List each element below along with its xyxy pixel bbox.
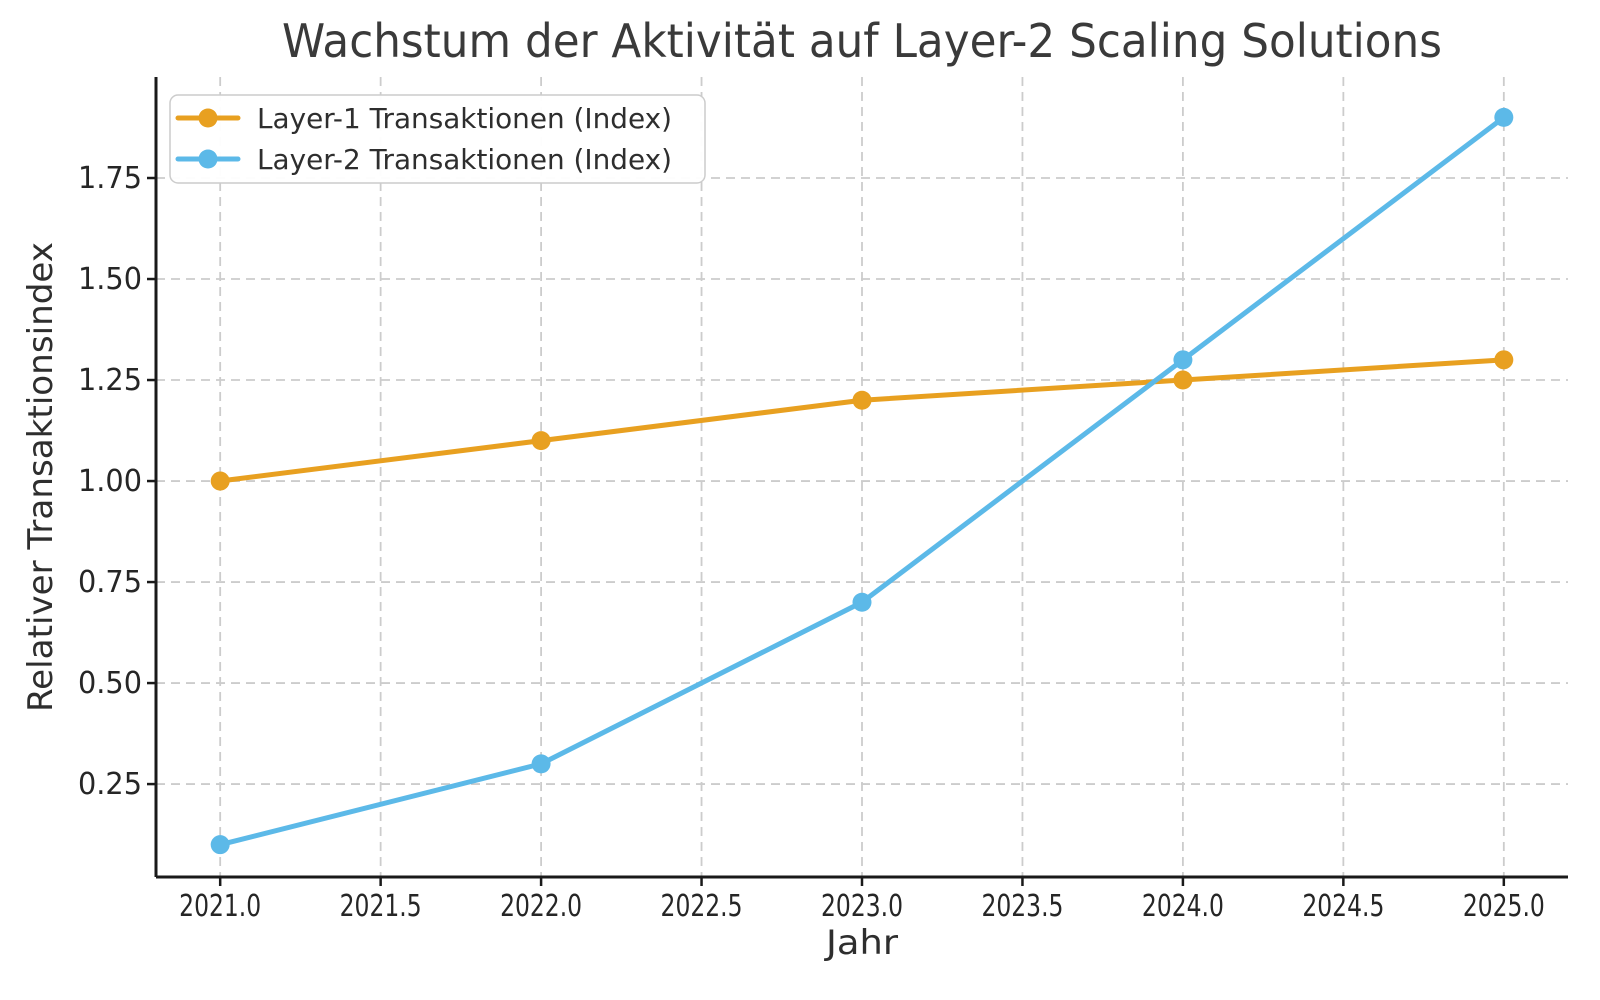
y-tick-label: 0.50	[78, 666, 142, 701]
x-tick-label: 2023.5	[981, 889, 1063, 924]
y-tick-label: 0.75	[78, 565, 142, 600]
x-tick-label: 2022.5	[661, 889, 743, 924]
x-tick-label: 2024.5	[1302, 889, 1384, 924]
legend-label-layer-1: Layer-1 Transaktionen (Index)	[257, 102, 672, 135]
legend-entry-layer-2: Layer-2 Transaktionen (Index)	[175, 143, 672, 176]
x-axis-label: Jahr	[824, 923, 898, 963]
y-tick-label: 0.25	[78, 767, 142, 802]
series-2-data-point	[1173, 350, 1193, 370]
y-tick-label: 1.75	[78, 161, 142, 196]
x-tick-label: 2025.0	[1463, 889, 1545, 924]
legend-label-layer-2: Layer-2 Transaktionen (Index)	[257, 143, 672, 176]
chart-title: Wachstum der Aktivität auf Layer-2 Scali…	[282, 14, 1442, 68]
y-axis-label: Relativer Transaktionsindex	[21, 242, 61, 712]
legend-entry-layer-1: Layer-1 Transaktionen (Index)	[175, 102, 672, 135]
x-tick-label: 2024.0	[1142, 889, 1224, 924]
legend-box	[169, 94, 706, 184]
series-layer	[210, 107, 1514, 855]
series-1-data-point	[852, 390, 872, 410]
x-tick-label: 2023.0	[821, 889, 903, 924]
layer-1-marker-icon	[198, 108, 218, 128]
series-1-data-point	[531, 431, 551, 451]
x-tick-label: 2022.0	[500, 889, 582, 924]
series-2-data-point	[1494, 107, 1514, 127]
series-2-data-point	[852, 592, 872, 612]
y-tick-label: 1.50	[78, 262, 142, 297]
series-2-data-point	[531, 754, 551, 774]
series-1-data-point	[210, 471, 230, 491]
series-1-data-point	[1494, 350, 1514, 370]
legend: Layer-1 Transaktionen (Index) Layer-2 Tr…	[169, 94, 706, 184]
grid-layer	[156, 77, 1568, 877]
tick-layer: 2021.0 2021.5 2022.0 2022.5 2023.0 2023.5 2024…	[78, 161, 1545, 924]
y-tick-label: 1.00	[78, 464, 142, 499]
x-tick-label: 2021.5	[340, 889, 422, 924]
series-2-data-point	[210, 835, 230, 855]
series-1-data-point	[1173, 370, 1193, 390]
y-tick-label: 1.25	[78, 363, 142, 398]
x-tick-label: 2021.0	[179, 889, 261, 924]
layer-2-marker-icon	[198, 149, 218, 169]
